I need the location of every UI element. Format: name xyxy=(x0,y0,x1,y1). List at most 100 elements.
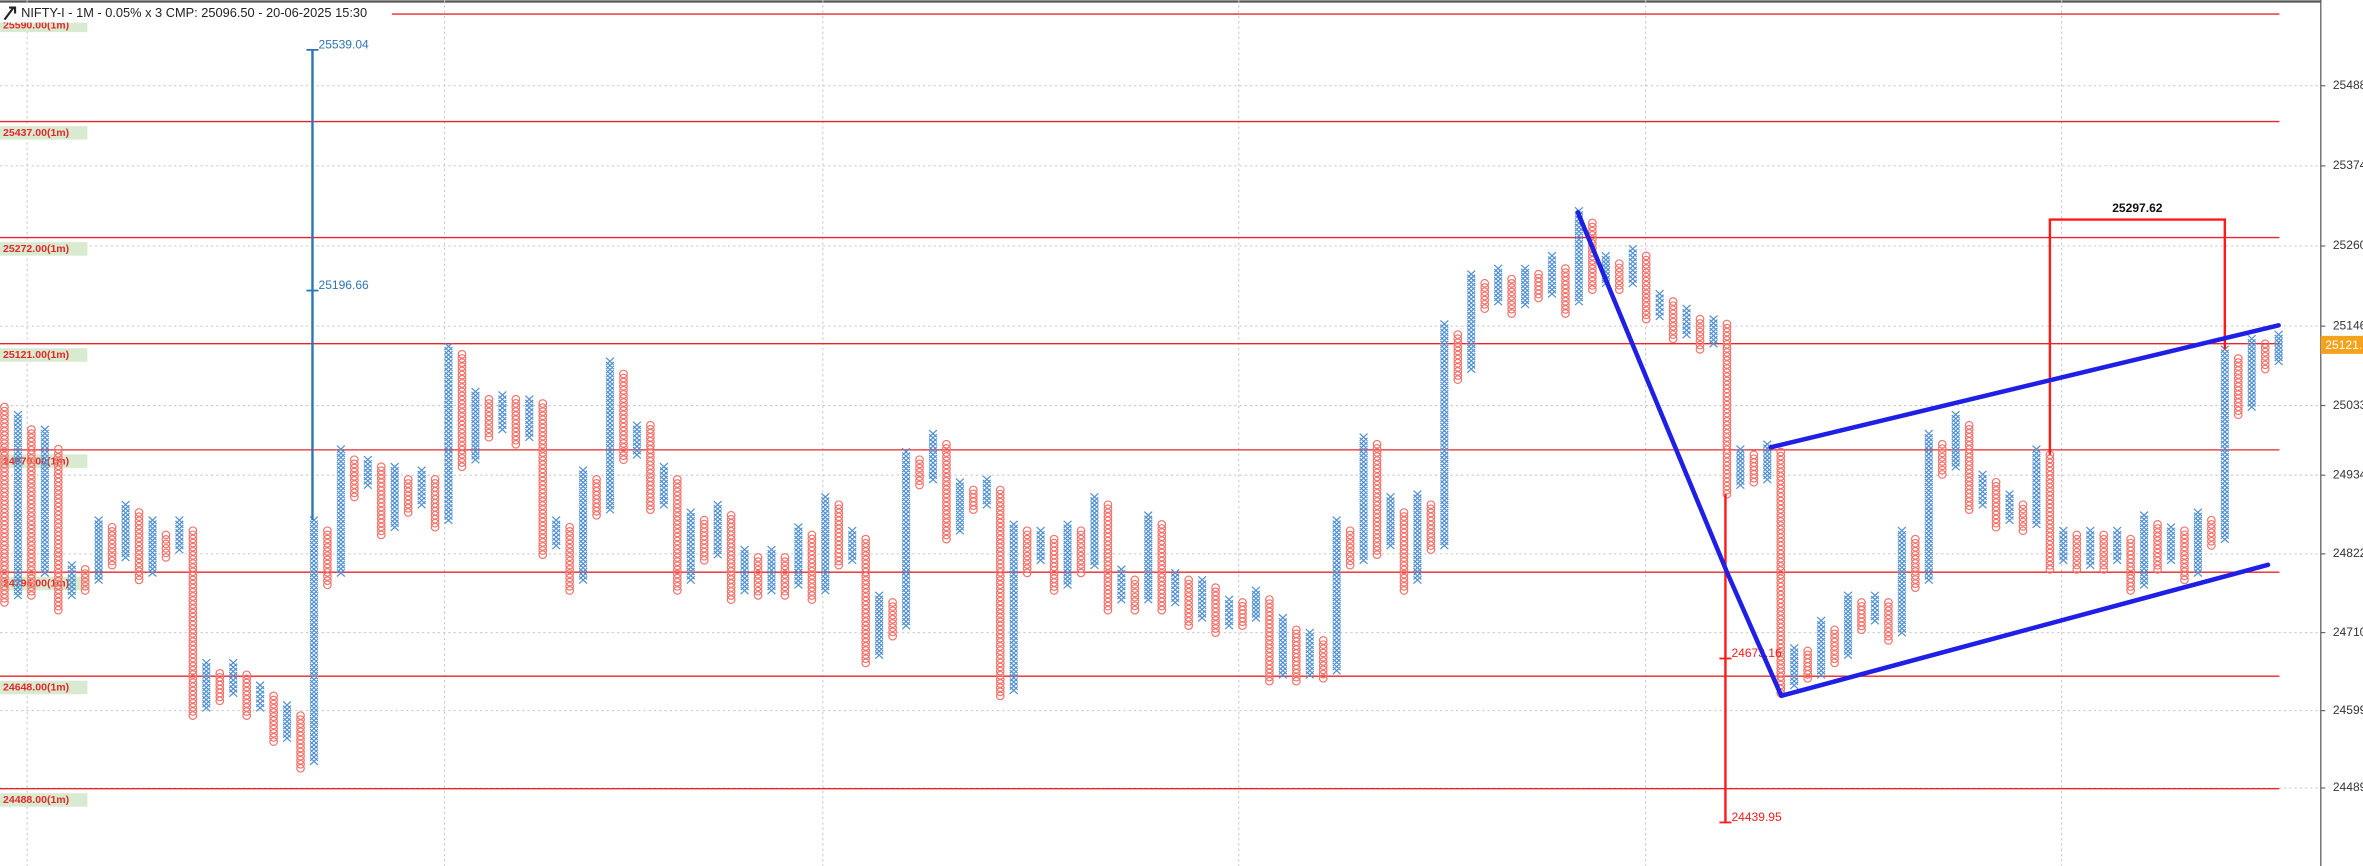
x-column xyxy=(1305,628,1315,679)
o-column xyxy=(511,394,521,449)
o-column xyxy=(1507,274,1516,318)
o-column xyxy=(1291,625,1301,686)
x-column xyxy=(1197,575,1207,622)
o-column xyxy=(619,369,628,465)
x-column xyxy=(1386,492,1395,550)
vertical-grid xyxy=(26,0,2063,866)
x-column xyxy=(444,342,453,525)
x-column xyxy=(1440,319,1449,550)
x-column xyxy=(417,466,426,509)
o-column xyxy=(1049,534,1059,595)
o-column xyxy=(1318,636,1328,683)
measure-label: 24439.95 xyxy=(1731,810,1782,824)
header-bg xyxy=(0,3,392,23)
y-tick-label: 24489 xyxy=(2333,780,2363,794)
level-label-bg xyxy=(0,680,88,695)
o-column xyxy=(1534,269,1543,303)
x-column xyxy=(2112,526,2122,565)
x-column xyxy=(551,516,561,550)
x-column xyxy=(2059,526,2068,565)
x-column xyxy=(1413,490,1422,584)
o-column xyxy=(646,420,655,514)
x-column xyxy=(201,658,211,712)
x-column xyxy=(309,516,319,766)
o-column xyxy=(1076,526,1086,578)
o-column xyxy=(888,598,897,641)
last-price-box xyxy=(2320,335,2363,354)
y-tick-label: 25260 xyxy=(2333,238,2363,252)
o-column xyxy=(861,534,871,668)
o-column xyxy=(1964,420,1974,514)
x-column xyxy=(1090,492,1099,570)
o-column xyxy=(1668,297,1678,344)
o-column xyxy=(1830,625,1839,668)
o-column xyxy=(1722,319,1732,499)
x-column xyxy=(2139,511,2149,589)
x-column xyxy=(740,545,749,595)
level-label-bg xyxy=(0,242,88,256)
x-column xyxy=(794,523,803,589)
header-icon xyxy=(3,6,17,21)
x-column xyxy=(1520,264,1530,309)
x-column xyxy=(713,500,723,559)
o-column xyxy=(296,711,305,773)
x-column xyxy=(2247,334,2257,412)
o-column xyxy=(726,510,736,604)
x-column xyxy=(94,516,103,584)
x-column xyxy=(928,429,938,484)
level-label: 24796.00(1m) xyxy=(3,578,69,590)
x-column xyxy=(1009,520,1019,695)
o-column xyxy=(834,500,844,570)
columns xyxy=(0,206,2283,773)
o-column xyxy=(215,669,225,706)
x-column xyxy=(1897,526,1907,637)
o-column xyxy=(1103,500,1113,615)
x-column xyxy=(1682,304,1691,339)
x-column xyxy=(686,508,696,584)
trend-line xyxy=(1768,323,2281,450)
x-column xyxy=(471,387,480,464)
x-column xyxy=(336,445,346,577)
x-column xyxy=(1547,251,1557,298)
x-column xyxy=(2005,490,2014,525)
x-column xyxy=(121,500,130,562)
x-column xyxy=(1063,520,1072,589)
o-column xyxy=(1157,520,1167,615)
x-column xyxy=(1816,616,1826,679)
o-column xyxy=(323,526,332,590)
level-label: 25590.00(1m) xyxy=(3,20,69,32)
y-tick-label: 25488 xyxy=(2333,78,2363,92)
x-column xyxy=(228,658,238,698)
level-label: 25121.00(1m) xyxy=(3,349,69,361)
x-column xyxy=(1628,244,1638,288)
o-column xyxy=(565,522,575,595)
x-column xyxy=(40,425,50,577)
o-column xyxy=(2099,530,2109,574)
x-column xyxy=(1251,586,1261,622)
annotations: 25539.04 25196.66 24673.16 24439.95 25297.62 xyxy=(306,38,2227,824)
x-column xyxy=(1224,595,1234,630)
o-column xyxy=(1184,575,1194,630)
y-tick-label: 24934 xyxy=(2333,467,2363,481)
x-column xyxy=(255,681,265,712)
measure-label: 24673.16 xyxy=(1731,646,1782,660)
o-column xyxy=(403,475,413,517)
x-column xyxy=(1951,410,1961,471)
o-column xyxy=(672,475,682,595)
x-column xyxy=(1332,516,1342,675)
o-column xyxy=(1857,598,1866,635)
x-column xyxy=(282,700,292,743)
trend-line xyxy=(1575,210,1784,699)
y-tick-label: 24599 xyxy=(2333,703,2363,717)
o-column xyxy=(2260,339,2270,374)
x-column xyxy=(767,545,776,595)
last-price-label: 25121. xyxy=(2325,338,2362,352)
x-column xyxy=(901,447,911,630)
bracket-label: 25297.62 xyxy=(2112,201,2163,215)
x-column xyxy=(1762,440,1772,484)
o-column xyxy=(1991,477,2001,532)
o-column xyxy=(780,553,790,600)
